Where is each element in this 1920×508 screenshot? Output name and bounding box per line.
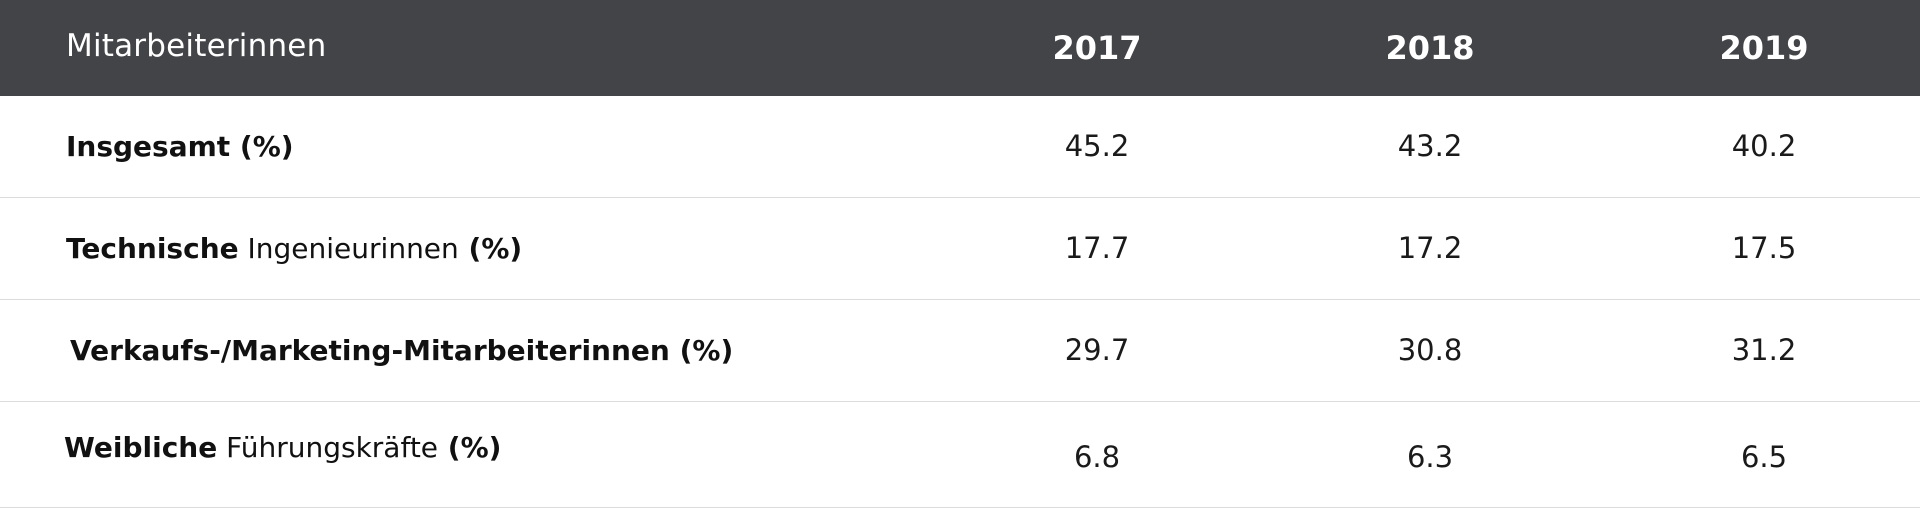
row-label: Weibliche Führungskräfte (%) — [64, 402, 501, 504]
row-label-bold: Technische — [66, 232, 239, 265]
cell-value: 45.2 — [1064, 129, 1130, 163]
table-row-engineers: Technische Ingenieurinnen (%) 17.7 17.2 … — [0, 198, 1920, 300]
header-year-2019: 2019 — [1719, 29, 1809, 67]
row-label-unit: (%) — [438, 431, 502, 464]
header-year-2018: 2018 — [1385, 29, 1475, 67]
table-row-female-managers: Weibliche Führungskräfte (%) 6.8 6.3 6.5 — [0, 402, 1920, 508]
row-label-unit: (%) — [669, 334, 734, 367]
cell-value: 17.7 — [1064, 231, 1130, 265]
table-row-sales-marketing: Verkaufs-/Marketing-Mitarbeiterinnen (%)… — [0, 300, 1920, 402]
header-year-2017: 2017 — [1052, 29, 1142, 67]
cell-value: 17.5 — [1731, 231, 1797, 265]
row-label-bold: Weibliche — [64, 431, 218, 464]
row-label-unit: (%) — [230, 130, 294, 163]
header-label: Mitarbeiterinnen — [66, 28, 327, 64]
row-label-normal: Führungskräfte — [217, 431, 439, 464]
cell-value: 17.2 — [1397, 231, 1463, 265]
row-label-unit: (%) — [458, 232, 523, 265]
row-label: Technische Ingenieurinnen (%) — [66, 198, 522, 300]
row-label-normal: Ingenieurinnen — [238, 232, 459, 265]
row-label: Verkaufs-/Marketing-Mitarbeiterinnen (%) — [70, 300, 733, 402]
cell-value: 30.8 — [1397, 333, 1463, 367]
cell-value: 29.7 — [1064, 333, 1130, 367]
cell-value: 6.5 — [1740, 440, 1788, 474]
row-label: Insgesamt (%) — [66, 96, 294, 198]
cell-value: 6.3 — [1406, 440, 1454, 474]
cell-value: 40.2 — [1731, 129, 1797, 163]
cell-value: 31.2 — [1731, 333, 1797, 367]
row-label-bold: Verkaufs-/Marketing-Mitarbeiterinnen — [70, 334, 670, 367]
table-header: Mitarbeiterinnen 2017 2018 2019 — [0, 0, 1920, 96]
cell-value: 6.8 — [1073, 440, 1121, 474]
cell-value: 43.2 — [1397, 129, 1463, 163]
row-label-bold: Insgesamt — [66, 130, 231, 163]
table-row-total: Insgesamt (%) 45.2 43.2 40.2 — [0, 96, 1920, 198]
